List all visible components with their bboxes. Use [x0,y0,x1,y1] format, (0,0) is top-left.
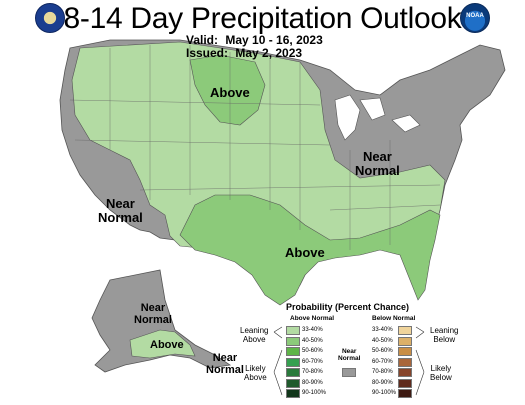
issued-label: Issued: [186,46,229,60]
legend-above-range-6: 90-100% [302,390,327,396]
legend-leaning-above-2: Above [242,335,266,344]
legend: Probability (Percent Chance) Above Norma… [238,300,523,405]
legend-below-range-5: 80-90% [372,379,393,386]
label-near-normal-east-1: Near [362,149,392,164]
legend-near-normal: Near Normal [338,348,360,362]
valid-value: May 10 - 16, 2023 [225,33,323,47]
label-near-normal-east: Near Normal [355,150,400,178]
legend-likely-below-1: Likely [430,364,452,373]
valid-line: Valid: May 10 - 16, 2023 [186,33,323,47]
label-near-normal-west-2: Normal [98,210,143,225]
label-above-north: Above [210,85,250,100]
legend-leaning-below-1: Leaning [430,326,459,335]
label-near-normal-west-1: Near [105,196,135,211]
legend-likely-above-2: Above [244,373,267,382]
legend-below-header: Below Normal [372,315,416,322]
legend-above-swatch-1 [286,336,300,346]
legend-below-range-6: 90-100% [372,390,397,396]
legend-likely-above-1: Likely [245,364,266,373]
legend-title: Probability (Percent Chance) [286,302,410,312]
legend-near-normal-1: Near [341,348,357,355]
legend-brackets [273,326,425,396]
legend-above-range-2: 50-60% [302,348,323,354]
legend-above-range-3: 60-70% [302,358,323,365]
legend-above-swatch-6 [286,389,300,398]
issued-line: Issued: May 2, 2023 [186,46,302,60]
legend-above-swatch-5 [286,378,300,388]
label-ak-near-1: Near [140,302,166,314]
legend-below-swatch-2 [398,347,412,356]
issued-value: May 2, 2023 [235,46,303,60]
legend-above-header: Above Normal [290,315,335,322]
legend-above-swatch-4 [286,368,300,377]
page-title: 8-14 Day Precipitation Outlook [63,2,462,35]
legend-leaning-above: Leaning Above [240,326,268,344]
legend-below-swatch-5 [398,378,412,388]
label-ak-se-near-normal: Near Normal [206,352,244,376]
legend-near-normal-swatch [342,368,356,377]
legend-below-range-2: 50-60% [372,348,393,354]
legend-leaning-below: Leaning Below [430,326,458,344]
label-ak-above: Above [150,339,184,351]
legend-below-range-3: 60-70% [372,358,393,365]
legend-above-range-5: 80-90% [302,379,323,386]
legend-below-swatch-0 [398,326,412,335]
valid-label: Valid: [186,33,219,47]
legend-below-swatch-4 [398,368,412,377]
label-ak-near-2: Normal [134,314,172,326]
label-near-normal-east-2: Normal [355,163,400,178]
great-lakes [334,94,421,141]
legend-below-swatch-6 [398,389,412,398]
label-above-south: Above [285,245,325,260]
legend-above-swatch-2 [286,347,300,356]
legend-likely-below-2: Below [430,373,452,382]
legend-near-normal-2: Normal [338,355,361,362]
legend-above-range-4: 70-80% [302,369,323,375]
label-ak-near-normal: Near Normal [134,302,172,326]
legend-below-range-1: 40-50% [372,337,393,344]
legend-likely-below: Likely Below [430,364,452,382]
label-near-normal-west: Near Normal [98,197,143,225]
legend-likely-above: Likely Above [244,364,267,382]
noaa-logo-text: NOAA [466,13,484,19]
legend-below-range-4: 70-80% [372,369,393,375]
above-40-50-south-region [179,194,441,306]
noaa-logo-icon: NOAA [460,3,490,33]
label-ak-se-near-1: Near [212,352,238,364]
legend-above-range-1: 40-50% [302,337,323,344]
legend-above-range-0: 33-40% [302,327,323,333]
legend-leaning-below-2: Below [433,335,456,344]
legend-above-swatch-0 [286,326,300,335]
legend-below-range-0: 33-40% [372,327,393,333]
legend-below-swatch-1 [398,336,412,346]
legend-leaning-above-1: Leaning [240,326,269,335]
above-40-50-north-region [189,54,266,126]
label-ak-se-near-2: Normal [206,364,244,376]
legend-below-swatch-3 [398,357,412,367]
alaska-above-region [129,329,196,359]
legend-above-swatch-3 [286,357,300,367]
doc-seal-icon [35,3,65,33]
